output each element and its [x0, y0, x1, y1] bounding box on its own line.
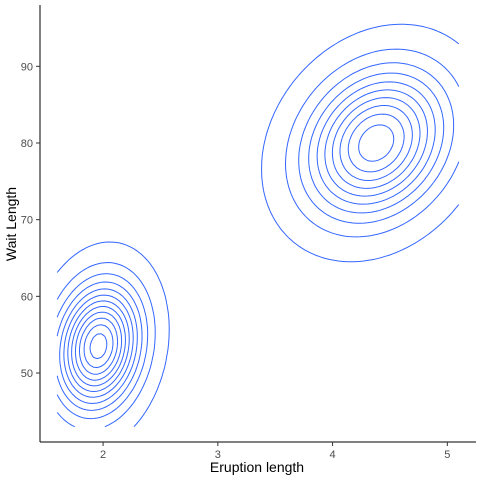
contour-lines [56, 23, 460, 428]
x-tick-label: 4 [330, 449, 336, 461]
contour-line [83, 324, 114, 369]
axes [39, 5, 476, 443]
contour-line [67, 97, 421, 392]
x-tick-label: 3 [215, 449, 221, 461]
x-axis-title: Eruption length [210, 459, 304, 475]
y-axis-ticks: 50 60 70 80 90 [21, 61, 40, 380]
contour-line [59, 81, 436, 404]
contour-line [56, 72, 445, 411]
y-tick-label: 70 [21, 215, 33, 227]
contour-line [79, 124, 395, 375]
x-axis-ticks: 2 3 4 5 [100, 442, 450, 461]
contour-line [63, 89, 428, 398]
y-axis-title: Wait Length [3, 187, 19, 261]
contour-line [89, 333, 108, 360]
contour-line [56, 23, 460, 428]
y-tick-label: 60 [21, 291, 33, 303]
contour-line [71, 105, 413, 387]
contour-line [56, 48, 460, 428]
y-tick-label: 90 [21, 61, 33, 73]
contour-line [56, 62, 455, 420]
y-tick-label: 50 [21, 368, 33, 380]
y-tick-label: 80 [21, 138, 33, 150]
x-tick-label: 2 [100, 449, 106, 461]
contour-line [74, 113, 405, 381]
x-tick-label: 5 [444, 449, 450, 461]
